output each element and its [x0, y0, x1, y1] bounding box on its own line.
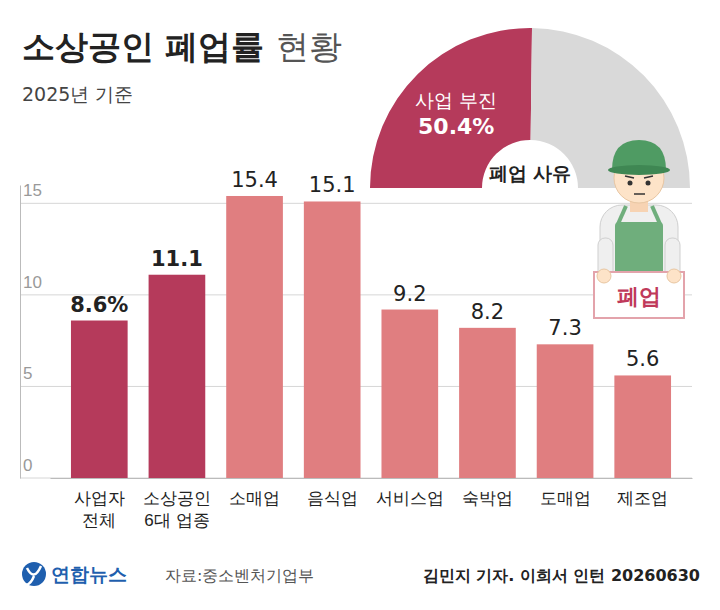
- credit-text: 김민지 기자. 이희서 인턴 20260630: [423, 566, 700, 585]
- x-tick-label: 음식업: [307, 489, 358, 508]
- bar: [71, 321, 128, 478]
- x-tick: 제조업: [617, 478, 668, 508]
- person-hand: [597, 269, 611, 283]
- person-brow: [625, 176, 634, 178]
- x-tick-label: 제조업: [617, 489, 668, 508]
- x-tick-label: 서비스업: [376, 489, 444, 508]
- illustration: 폐업: [594, 140, 684, 318]
- data-label: 8.2: [471, 300, 504, 324]
- x-tick-label-line: 음식업: [307, 489, 358, 508]
- x-axis: 사업자전체 소상공인 6대 업종 소매업 음식업 서비스업 숙박업 도매업 제조업: [51, 478, 693, 530]
- chart-title: 소상공인 폐업률 현황: [22, 27, 342, 66]
- source-text: 자료:중소벤처기업부: [165, 566, 314, 585]
- y-tick: 0: [20, 456, 32, 479]
- footer: 연합뉴스 자료:중소벤처기업부 김민지 기자. 이희서 인턴 20260630: [22, 562, 700, 586]
- logo-mark: [22, 562, 46, 586]
- x-tick: 서비스업: [376, 478, 444, 508]
- x-tick-label-line: 숙박업: [462, 489, 513, 508]
- y-tick-label: 0: [23, 456, 32, 475]
- x-tick: 사업자전체: [74, 478, 125, 530]
- y-tick-label: 15: [23, 181, 42, 200]
- x-tick: 소매업: [229, 478, 280, 508]
- chart-title-main: 소상공인 폐업률: [22, 27, 276, 66]
- x-axis-line: [51, 478, 693, 479]
- donut-category-label: 사업 부진: [415, 89, 497, 111]
- y-tick: 10: [20, 273, 42, 296]
- x-tick-label: 소매업: [229, 489, 280, 508]
- data-label: 8.6%: [70, 293, 128, 317]
- x-tick: 도매업: [540, 478, 591, 508]
- y-axis-line: [20, 186, 21, 479]
- data-label: 15.4: [231, 168, 278, 192]
- data-labels: 8.6% 11.1 15.4 15.1 9.2 8.2 7.3 5.6: [70, 168, 659, 371]
- person-hand: [667, 269, 681, 283]
- x-tick-label: 도매업: [540, 489, 591, 508]
- x-tick-label-line: 도매업: [540, 489, 591, 508]
- x-tick: 숙박업: [462, 478, 513, 508]
- donut-value-label: 50.4%: [418, 114, 494, 139]
- person-eye: [628, 181, 633, 186]
- x-tick: 소상공인 6대 업종: [143, 478, 211, 530]
- apron-strap: [618, 206, 626, 224]
- x-tick-label-line: 사업자: [74, 489, 125, 508]
- bar: [381, 310, 438, 478]
- x-tick-label: 사업자전체: [74, 489, 125, 530]
- bar: [226, 196, 283, 478]
- bars: [71, 196, 671, 478]
- bar: [304, 201, 361, 478]
- bar: [537, 344, 594, 478]
- chart-subtitle: 2025년 기준: [22, 83, 133, 105]
- logo-text: 연합뉴스: [51, 563, 127, 585]
- logo-swoosh: [26, 566, 41, 585]
- data-label: 7.3: [548, 316, 581, 340]
- data-label: 5.6: [626, 347, 659, 371]
- data-label: 9.2: [393, 282, 426, 306]
- background: [0, 0, 720, 610]
- y-tick: 5: [20, 364, 32, 387]
- x-tick: 음식업: [307, 478, 358, 508]
- apron-strap: [652, 206, 660, 224]
- person-eye: [646, 181, 651, 186]
- x-tick-label-line: 소매업: [229, 489, 280, 508]
- x-tick-label-line: 제조업: [617, 489, 668, 508]
- data-label: 15.1: [309, 173, 356, 197]
- x-tick-label: 숙박업: [462, 489, 513, 508]
- person-brow: [644, 176, 653, 178]
- y-tick: 15: [20, 181, 42, 204]
- bar: [149, 275, 206, 478]
- x-tick-label-line: 서비스업: [376, 489, 444, 508]
- x-tick-label-line: 6대 업종: [144, 511, 209, 530]
- chart-title-rest: 현황: [276, 27, 342, 66]
- bar: [459, 328, 516, 478]
- person-cap-brim: [608, 165, 670, 175]
- donut-title: 폐업 사유: [489, 162, 572, 184]
- y-tick-label: 5: [23, 364, 32, 383]
- y-tick-label: 10: [23, 273, 42, 292]
- bar: [614, 375, 671, 478]
- x-tick-label-line: 소상공인: [143, 489, 211, 508]
- sign-text: 폐업: [617, 284, 661, 309]
- half-donut: 사업 부진 50.4% 폐업 사유: [370, 28, 690, 188]
- person-mouth: [634, 193, 645, 195]
- chart-root: 소상공인 폐업률 현황2025년 기준051015사업자전체소상공인6대 업종소…: [0, 0, 720, 610]
- x-tick-label-line: 전체: [82, 511, 116, 530]
- chart-svg: 소상공인 폐업률 현황2025년 기준051015사업자전체소상공인6대 업종소…: [0, 0, 720, 610]
- data-label: 11.1: [151, 247, 203, 271]
- x-tick-label: 소상공인 6대 업종: [143, 489, 211, 530]
- y-axis: 0 5 10 15: [20, 181, 42, 478]
